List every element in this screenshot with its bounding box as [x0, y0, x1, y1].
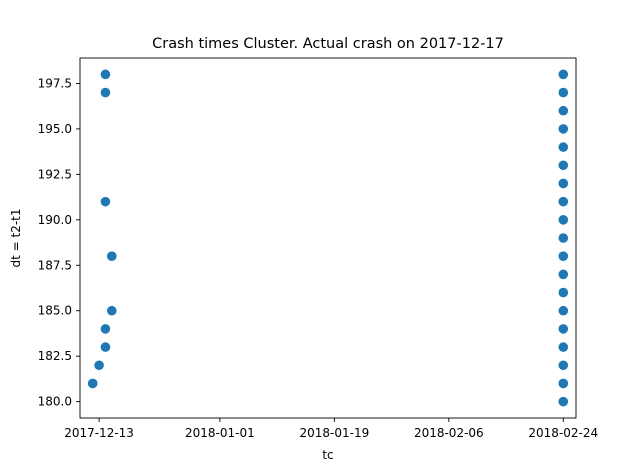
- data-point: [558, 233, 569, 243]
- data-points: [87, 69, 569, 407]
- data-point: [558, 215, 569, 225]
- data-point: [558, 69, 569, 80]
- y-tick-label: 182.5: [38, 349, 72, 363]
- data-point: [558, 142, 569, 152]
- data-point: [100, 87, 111, 98]
- y-tick-label: 185.0: [38, 304, 72, 318]
- data-point: [100, 342, 111, 352]
- x-tick-label: 2018-02-06: [414, 426, 484, 440]
- data-point: [558, 342, 569, 352]
- data-point: [558, 360, 569, 371]
- data-point: [106, 305, 117, 316]
- data-point: [558, 396, 569, 407]
- x-tick-label: 2018-01-19: [299, 426, 369, 440]
- data-point: [558, 305, 569, 316]
- data-point: [106, 251, 117, 261]
- x-tick-label: 2017-12-13: [64, 426, 134, 440]
- y-tick-label: 180.0: [38, 395, 72, 409]
- x-tick-label: 2018-02-24: [528, 426, 598, 440]
- data-point: [100, 196, 111, 207]
- data-point: [558, 324, 569, 334]
- data-point: [87, 378, 98, 389]
- plot-area-frame: [79, 57, 577, 419]
- data-point: [100, 69, 111, 80]
- y-tick-label: 190.0: [38, 213, 72, 227]
- y-tick-label: 195.0: [38, 122, 72, 136]
- y-tick-label: 192.5: [38, 167, 72, 181]
- data-point: [94, 360, 104, 371]
- x-axis-ticks: 2017-12-13 2018-01-01 2018-01-19 2018-02-06…: [64, 418, 598, 440]
- data-point: [558, 178, 569, 189]
- data-point: [558, 378, 569, 389]
- data-point: [100, 324, 111, 334]
- data-point: [558, 124, 569, 134]
- y-tick-label: 197.5: [38, 76, 72, 90]
- chart-title: Crash times Cluster. Actual crash on 201…: [152, 36, 504, 52]
- data-point: [558, 196, 569, 207]
- data-point: [558, 105, 569, 116]
- x-axis-label: tc: [322, 448, 333, 462]
- data-point: [558, 269, 569, 280]
- data-point: [558, 287, 569, 298]
- data-point: [558, 251, 569, 261]
- x-tick-label: 2018-01-01: [185, 426, 255, 440]
- data-point: [558, 160, 569, 171]
- y-axis-label: dt = t2-t1: [9, 208, 23, 267]
- y-axis-ticks: 180.0 182.5 185.0 187.5 190.0 192.5 195.0 197.5: [38, 76, 80, 409]
- y-tick-label: 187.5: [38, 258, 72, 272]
- data-point: [558, 87, 569, 98]
